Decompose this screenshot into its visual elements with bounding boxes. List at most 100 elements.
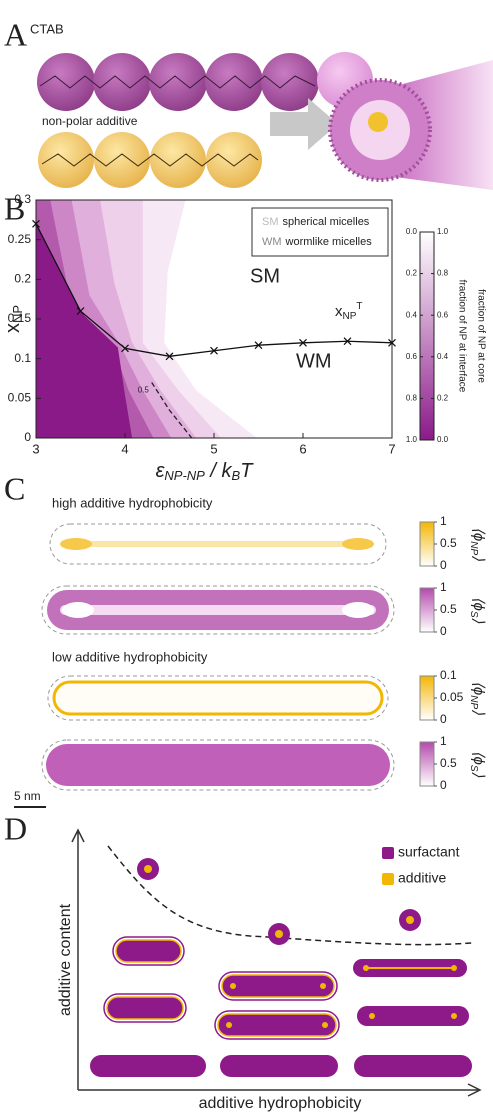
y-tick-label: 0.3 — [14, 192, 31, 206]
x-axis-label: εNP-NP / kBT — [156, 460, 255, 483]
colorbar-symbol: ⟨ϕNP⟩ — [468, 527, 487, 561]
additive-label: non-polar additive — [42, 114, 138, 128]
label-part: B — [232, 468, 241, 483]
x-tick-label: 4 — [121, 441, 128, 456]
legend-entry: surfactant — [398, 844, 460, 860]
colorbar-tick-label: 0.2 — [437, 394, 449, 403]
capsule-outline — [49, 523, 387, 565]
y-tick-label: 0.1 — [14, 351, 31, 365]
x-tick-label: 3 — [32, 441, 39, 456]
colorbar-label: fraction of NP at core — [475, 289, 486, 383]
colorbar-symbol: ⟨ϕNP⟩ — [468, 681, 487, 715]
additive-blob — [60, 538, 92, 550]
legend-entry: SM spherical micelles — [262, 216, 370, 228]
additive-ring — [52, 680, 384, 716]
marker — [388, 338, 396, 347]
colorbar-tick-label: 1 — [440, 514, 447, 528]
colorbar-tick-label: 0.4 — [406, 310, 418, 319]
label-part: ⟩ — [470, 709, 487, 715]
y-tick-label: 0 — [24, 430, 31, 444]
label-part: S — [468, 765, 479, 772]
arrow — [270, 98, 338, 150]
legend-swatch — [382, 847, 394, 859]
y-tick-label: 0.25 — [8, 232, 32, 246]
colorbar-tick-label: 0 — [440, 712, 447, 726]
y-axis-label: additive content — [57, 903, 74, 1016]
colorbar — [419, 521, 435, 567]
legend-entry: additive — [398, 870, 446, 886]
marker — [343, 337, 352, 346]
colorbar-tick-label: 1 — [440, 734, 447, 748]
colorbar — [419, 587, 435, 633]
marker — [299, 338, 307, 347]
x-tick-label: 5 — [210, 441, 217, 456]
label-part: / k — [205, 460, 233, 482]
marker — [254, 341, 263, 350]
colorbar-tick-label: 0.6 — [437, 310, 449, 319]
x-tick-label: 6 — [299, 441, 306, 456]
label-part: NP — [343, 311, 357, 322]
x-axis-label: additive hydrophobicity — [199, 1095, 362, 1112]
region-label: WM — [296, 350, 332, 372]
label-part: NP — [468, 541, 479, 555]
additive-core — [62, 541, 374, 547]
colorbar-label: fraction of NP at interface — [456, 280, 467, 393]
panel-a: A CTAB non-polar additive — [4, 16, 493, 190]
colorbar-tick-label: 1.0 — [437, 227, 449, 236]
density-region — [36, 223, 133, 438]
panel-label: A — [4, 16, 27, 52]
marker — [121, 344, 129, 353]
surfactant-label: CTAB — [30, 21, 64, 36]
surfactant-beads — [37, 52, 373, 111]
marker — [210, 346, 218, 355]
label-part: ⟩ — [470, 555, 487, 561]
legend-abbr: SM — [262, 216, 279, 228]
surfactant-body — [46, 744, 390, 786]
line-label: xNPT — [335, 301, 363, 322]
panel-b: 3 4 5 6 700.050.10.150.20.250.30.5xNPεNP-NP … — [2, 192, 486, 483]
label-part: T — [240, 460, 254, 482]
colorbar-tick-label: 0.5 — [440, 602, 457, 616]
panel-d: additive content additive hydrophobicity s… — [57, 828, 482, 1112]
colorbar — [419, 675, 435, 721]
scale-label: 5 nm — [14, 789, 41, 803]
panel-label: D — [4, 810, 27, 846]
marker — [76, 307, 85, 315]
contour-label: 0.5 — [138, 386, 150, 395]
micelle-additive — [368, 112, 388, 132]
legend-entry: WM wormlike micelles — [262, 236, 372, 248]
core-end — [342, 602, 374, 618]
colorbar-tick-label: 0.6 — [406, 352, 418, 361]
legend-abbr: WM — [262, 236, 282, 248]
region-label: SM — [250, 265, 280, 287]
surfactant-inner — [60, 605, 376, 615]
colorbar-tick-label: 0.8 — [437, 269, 449, 278]
label-part: NP-NP — [164, 468, 205, 483]
label-part: ⟨ϕ — [470, 751, 487, 765]
colorbar-tick-label: 0.05 — [440, 690, 464, 704]
marker — [165, 352, 174, 361]
additive-beads — [38, 132, 262, 188]
panel-label: C — [4, 470, 25, 506]
marker — [32, 219, 40, 228]
capsule-outline — [47, 675, 389, 721]
colorbar-tick-label: 0.2 — [406, 269, 418, 278]
colorbar-tick-label: 0 — [440, 558, 447, 572]
legend-text: wormlike micelles — [285, 236, 373, 248]
colorbar-tick-label: 0.0 — [406, 227, 418, 236]
colorbar-tick-label: 0.4 — [437, 352, 449, 361]
label-part: NP — [10, 305, 25, 323]
label-part: S — [468, 611, 479, 618]
colorbar — [419, 741, 435, 787]
label-part: NP — [468, 695, 479, 709]
legend-text: spherical micelles — [283, 216, 370, 228]
colorbar-symbol: ⟨ϕS⟩ — [468, 597, 487, 624]
legend-box — [251, 207, 389, 257]
colorbar-tick-label: 0.5 — [440, 756, 457, 770]
colorbar-tick-label: 0.0 — [437, 435, 449, 444]
micelles — [90, 858, 472, 1077]
colorbar-tick-label: 1.0 — [406, 435, 418, 444]
x-tick-label: 7 — [388, 441, 395, 456]
